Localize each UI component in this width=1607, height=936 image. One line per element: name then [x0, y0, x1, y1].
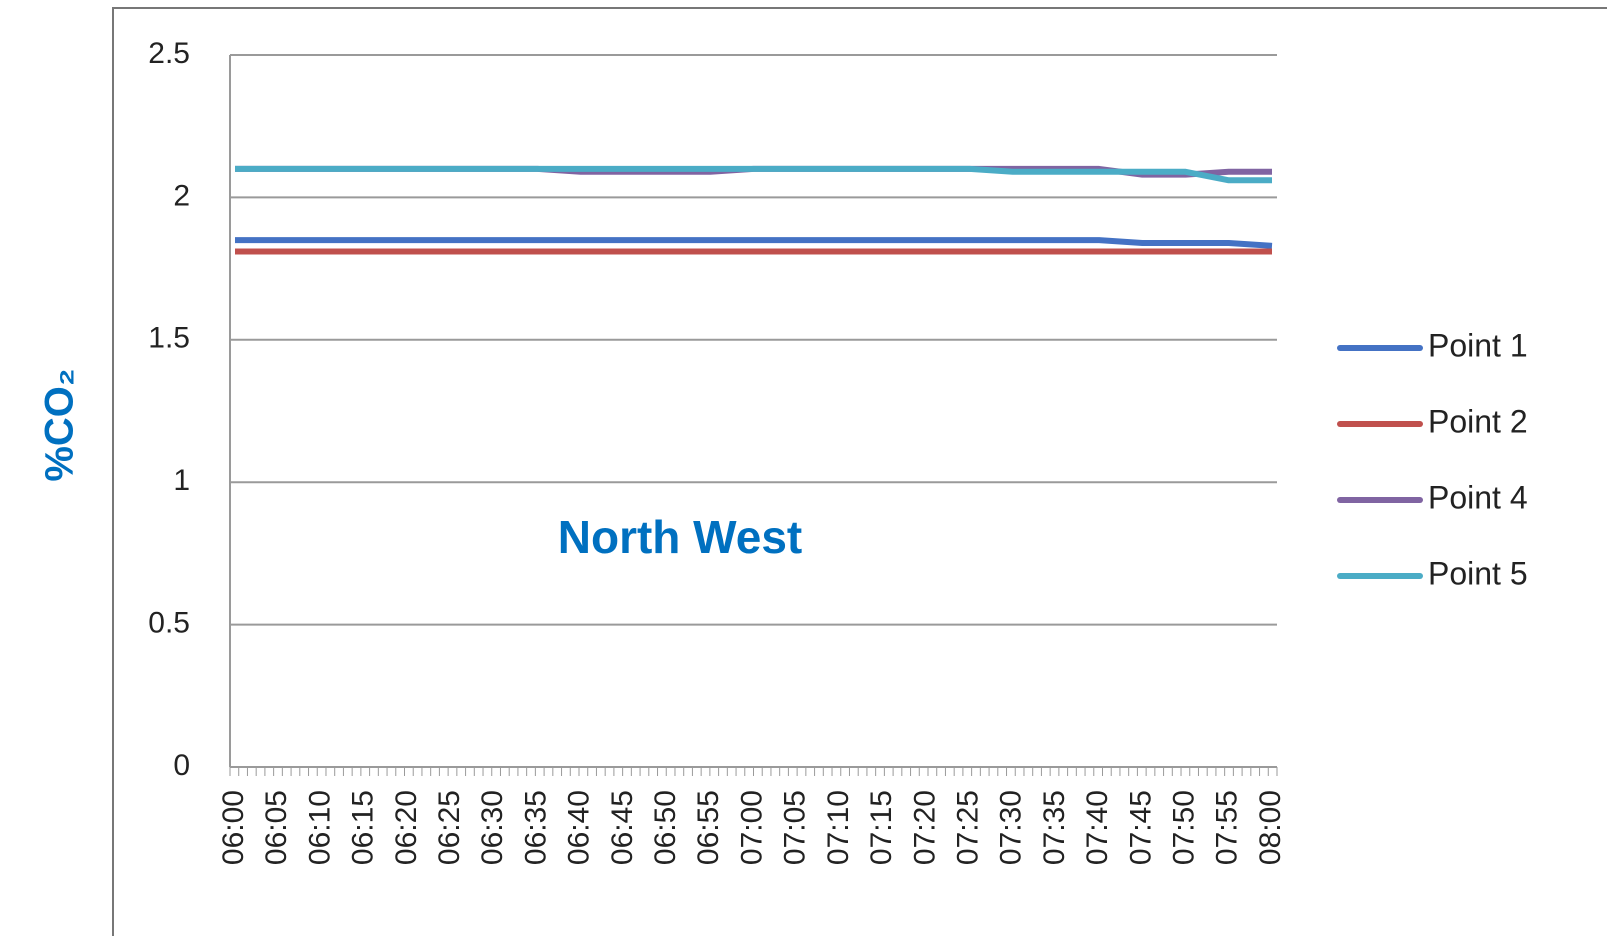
x-tick-label: 07:35	[1038, 790, 1071, 865]
x-tick-label: 06:05	[260, 790, 293, 865]
x-tick-label: 07:00	[735, 790, 768, 865]
x-tick-label: 07:10	[822, 790, 855, 865]
x-tick-label: 07:45	[1124, 790, 1157, 865]
legend-label: Point 4	[1428, 479, 1528, 515]
x-tick-label: 06:45	[606, 790, 639, 865]
legend-label: Point 1	[1428, 327, 1528, 363]
x-tick-label: 06:40	[563, 790, 596, 865]
y-tick-label: 2	[173, 179, 190, 212]
x-tick-label: 06:30	[476, 790, 509, 865]
x-tick-label: 07:55	[1211, 790, 1244, 865]
x-tick-label: 06:20	[390, 790, 423, 865]
x-tick-label: 07:30	[995, 790, 1028, 865]
x-tick-label: 06:00	[217, 790, 250, 865]
chart-frame	[112, 7, 1607, 936]
y-tick-label: 0.5	[148, 607, 190, 640]
y-axis-label: %CO₂	[38, 368, 82, 481]
y-tick-label: 1.5	[148, 322, 190, 355]
x-tick-label: 06:55	[692, 790, 725, 865]
x-tick-label: 07:05	[779, 790, 812, 865]
x-tick-label: 06:50	[649, 790, 682, 865]
series-line	[235, 237, 1273, 249]
x-tick-label: 06:35	[519, 790, 552, 865]
y-tick-label: 2.5	[148, 37, 190, 70]
x-tick-label: 06:25	[433, 790, 466, 865]
legend-label: Point 2	[1428, 403, 1528, 439]
x-tick-label: 06:15	[347, 790, 380, 865]
y-tick-label: 0	[173, 749, 190, 782]
x-tick-label: 08:00	[1254, 790, 1287, 865]
x-tick-label: 07:25	[951, 790, 984, 865]
x-tick-label: 07:50	[1168, 790, 1201, 865]
series-line	[235, 165, 1272, 184]
x-tick-label: 07:20	[908, 790, 941, 865]
x-tick-label: 07:15	[865, 790, 898, 865]
annotation: North West	[558, 511, 803, 563]
y-tick-label: 1	[173, 464, 190, 497]
x-tick-label: 07:40	[1081, 790, 1114, 865]
x-tick-label: 06:10	[303, 790, 336, 865]
legend-label: Point 5	[1428, 555, 1528, 591]
